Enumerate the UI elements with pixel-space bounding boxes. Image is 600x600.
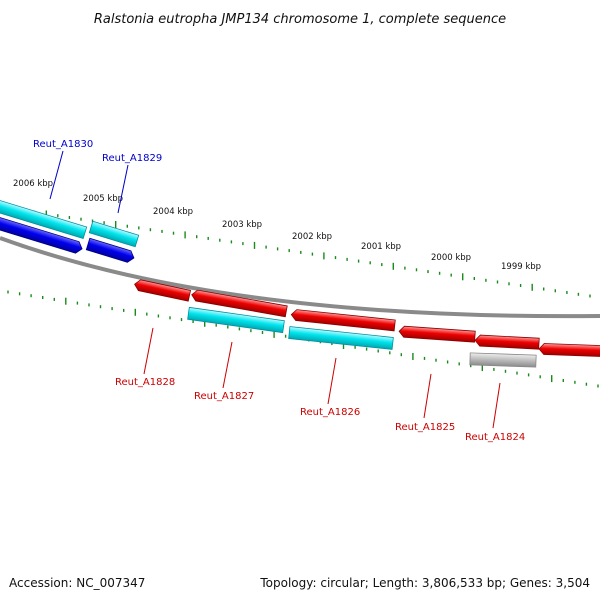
kbp-label: 2001 kbp xyxy=(361,242,401,252)
gene-arrow xyxy=(0,216,83,254)
map-title: Ralstonia eutropha JMP134 chromosome 1, … xyxy=(94,12,506,27)
gene-arrow xyxy=(398,325,476,343)
gene-arrow xyxy=(288,326,394,350)
gene-arrow xyxy=(134,279,192,302)
label-leader-line xyxy=(49,150,64,200)
label-leader-line xyxy=(327,357,337,405)
gene-label: Reut_A1826 xyxy=(300,407,360,418)
gene-arrow xyxy=(88,220,140,248)
pseudo-gene-arrow xyxy=(469,352,537,368)
gene-labels: Reut_A1830 Reut_A1829 Reut_A1828 Reut_A1827… xyxy=(33,139,525,443)
kbp-label: 2005 kbp xyxy=(83,194,123,204)
gene-label: Reut_A1824 xyxy=(465,432,525,443)
gene-arrow xyxy=(0,199,88,239)
gene-arrow xyxy=(191,289,288,318)
kbp-label: 1999 kbp xyxy=(501,262,541,272)
gene-arrow xyxy=(538,343,600,358)
kbp-label: 2003 kbp xyxy=(222,220,262,230)
kbp-label: 2002 kbp xyxy=(292,232,332,242)
label-leader-lines xyxy=(49,150,501,429)
label-leader-line xyxy=(222,341,233,389)
kbp-ticks xyxy=(0,205,599,388)
gene-arrow xyxy=(290,309,396,332)
topology-summary-text: Topology: circular; Length: 3,806,533 bp… xyxy=(259,576,590,590)
gene-arrow xyxy=(474,334,540,350)
kbp-label: 2000 kbp xyxy=(431,253,471,263)
gene-label: Reut_A1830 xyxy=(33,139,93,150)
label-leader-line xyxy=(492,382,501,429)
accession-text: Accession: NC_007347 xyxy=(9,576,145,590)
gene-label: Reut_A1829 xyxy=(102,153,162,164)
gene-arrow xyxy=(187,306,285,334)
kbp-label: 2006 kbp xyxy=(13,179,53,189)
gene-label: Reut_A1828 xyxy=(115,377,175,388)
label-leader-line xyxy=(423,373,432,419)
gene-arrow xyxy=(85,237,135,263)
gene-label: Reut_A1825 xyxy=(395,422,455,433)
chromosome-backbone xyxy=(0,236,600,319)
label-leader-line xyxy=(143,327,154,375)
label-leader-line xyxy=(117,164,129,214)
kbp-label: 2004 kbp xyxy=(153,207,193,217)
gene-label: Reut_A1827 xyxy=(194,391,254,402)
gene-features xyxy=(0,199,600,368)
kbp-labels: 2006 kbp 2005 kbp 2004 kbp 2003 kbp 2002 kbp… xyxy=(13,179,541,272)
